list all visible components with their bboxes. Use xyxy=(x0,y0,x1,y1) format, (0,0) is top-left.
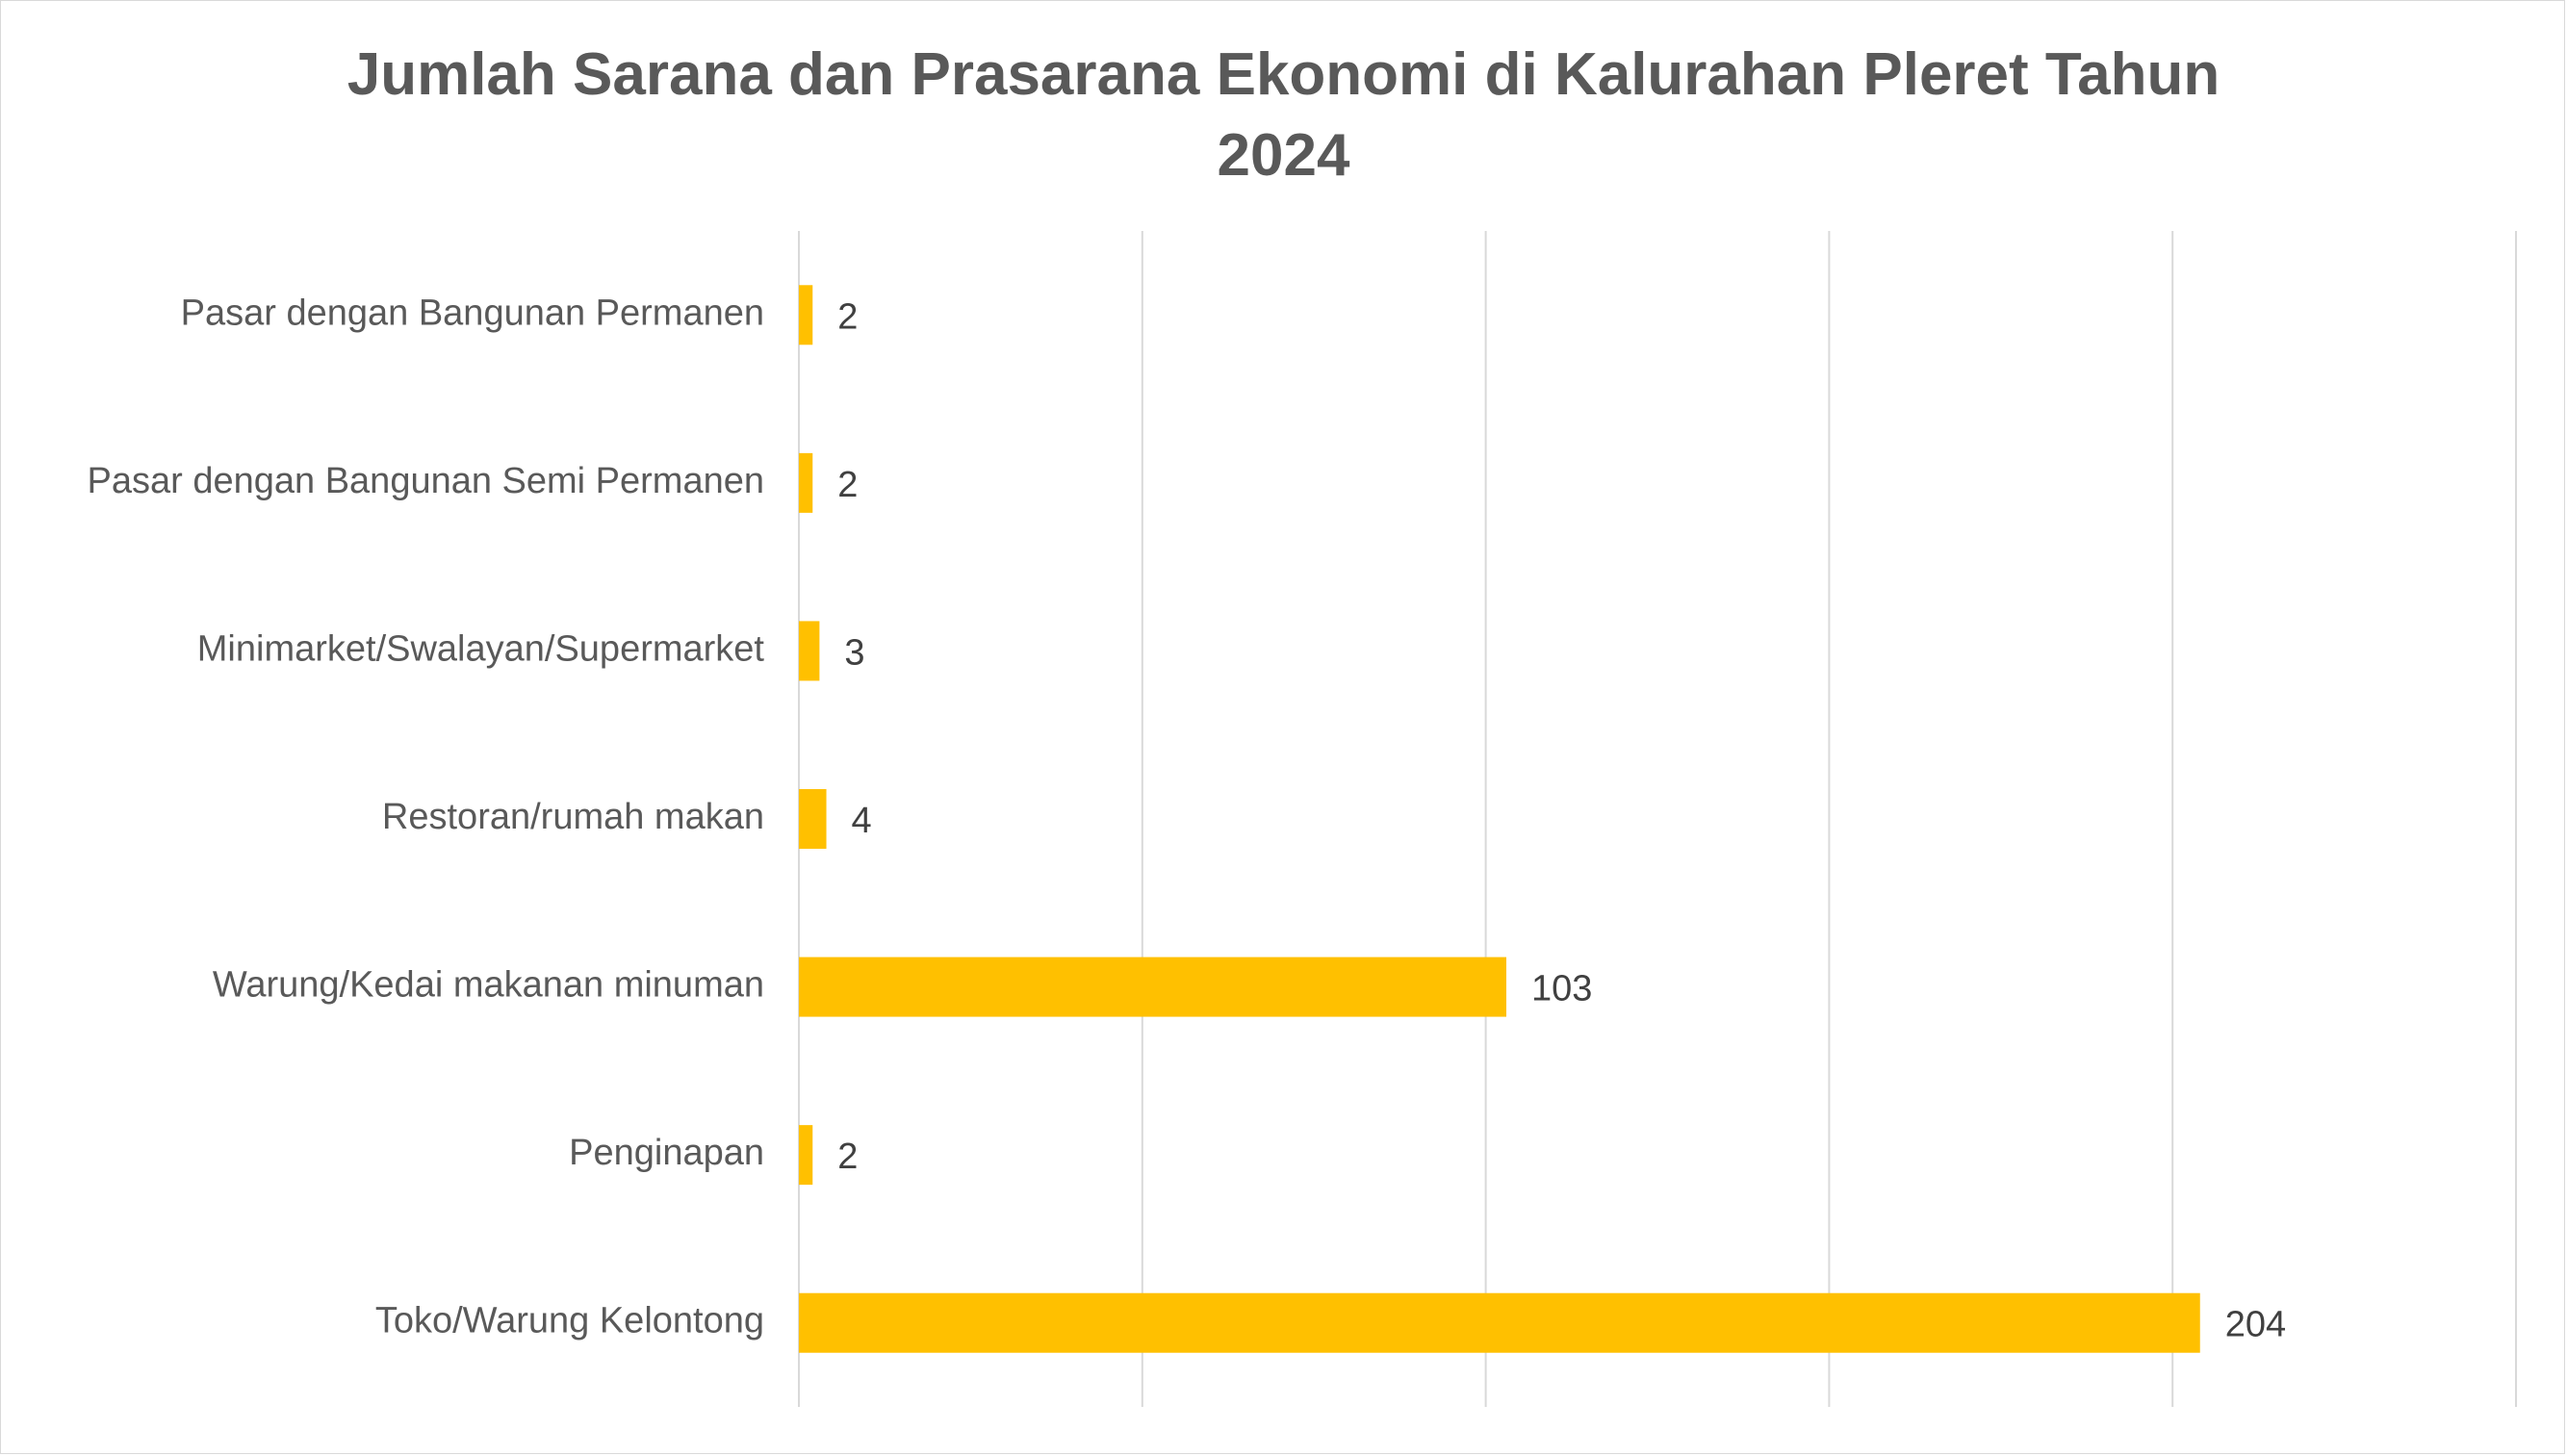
bars xyxy=(799,285,2200,1353)
bar-3 xyxy=(799,789,827,849)
value-label-6: 204 xyxy=(2225,1305,2286,1345)
value-label-0: 2 xyxy=(837,296,858,337)
chart-title: Jumlah Sarana dan Prasarana Ekonomi di K… xyxy=(0,35,2567,196)
chart-title-line-1: Jumlah Sarana dan Prasarana Ekonomi di K… xyxy=(347,41,2220,108)
bar-5 xyxy=(799,1125,813,1186)
category-label-3: Restoran/rumah makan xyxy=(382,797,764,837)
value-label-4: 103 xyxy=(1531,969,1592,1009)
value-label-3: 4 xyxy=(852,801,872,841)
bar-2 xyxy=(799,621,820,681)
gridlines xyxy=(798,231,2517,1407)
bar-1 xyxy=(799,452,813,513)
chart-title-line-2: 2024 xyxy=(1217,122,1350,189)
category-label-0: Pasar dengan Bangunan Permanen xyxy=(181,293,764,333)
category-labels: Pasar dengan Bangunan Permanen Pasar deng… xyxy=(88,293,765,1341)
bar-0 xyxy=(799,285,813,345)
category-label-5: Penginapan xyxy=(569,1133,764,1173)
category-label-2: Minimarket/Swalayan/Supermarket xyxy=(197,628,765,669)
bar-4 xyxy=(799,957,1507,1017)
category-label-1: Pasar dengan Bangunan Semi Permanen xyxy=(88,461,764,501)
category-label-4: Warung/Kedai makanan minuman xyxy=(213,965,764,1006)
value-labels: 2 2 3 4 103 2 204 xyxy=(837,296,2286,1344)
bar-6 xyxy=(799,1292,2200,1353)
value-label-2: 3 xyxy=(844,632,864,673)
category-label-6: Toko/Warung Kelontong xyxy=(375,1301,764,1341)
value-label-1: 2 xyxy=(837,465,858,505)
value-label-5: 2 xyxy=(837,1137,858,1177)
